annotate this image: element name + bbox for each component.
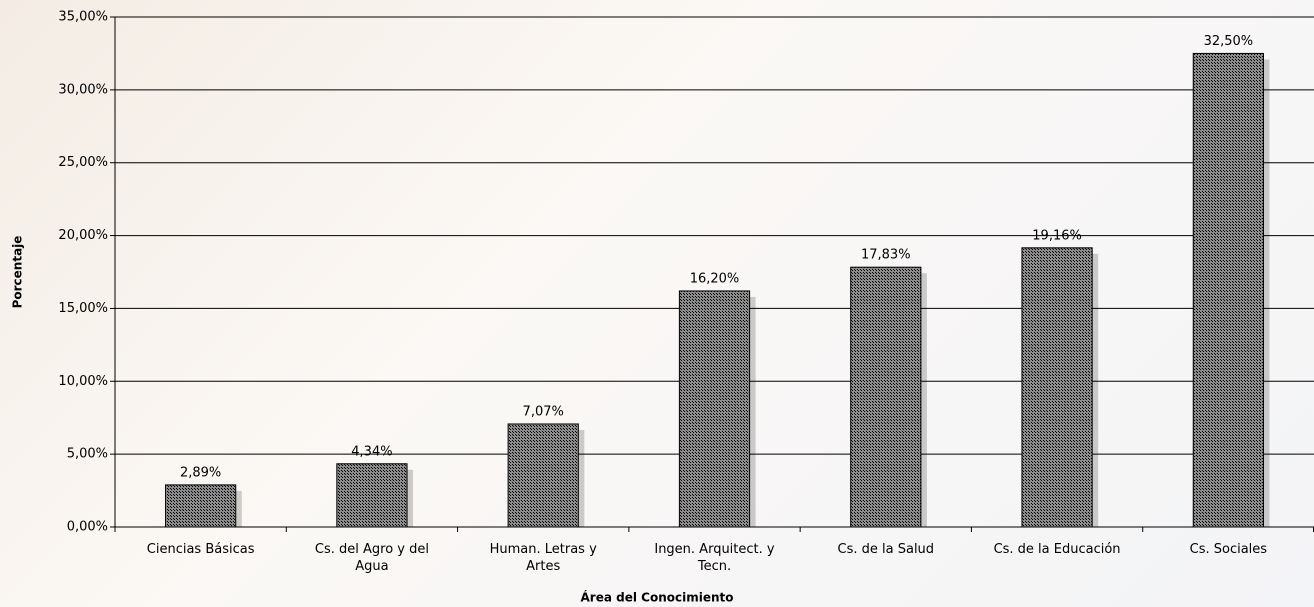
bar [679,291,749,527]
y-tick-label: 20,00% [58,228,108,243]
y-tick-label: 10,00% [58,374,108,389]
y-axis-title: Porcentaje [11,236,25,309]
bar [1022,248,1092,527]
data-label: 16,20% [690,271,740,286]
bar [166,485,236,527]
bar [851,267,921,527]
data-label: 19,16% [1032,228,1082,243]
bar [508,424,578,527]
y-tick-label: 15,00% [58,301,108,316]
data-label: 17,83% [861,248,911,263]
x-tick-label: Ciencias Básicas [133,541,268,558]
bar [1193,53,1263,527]
data-label: 32,50% [1204,34,1254,49]
data-label: 4,34% [351,444,392,459]
x-tick-label: Cs. de la Salud [818,541,953,558]
chart: Porcentaje Área del Conocimiento 0,00% 5,… [0,0,1314,607]
x-tick-label: Cs. de la Educación [989,541,1124,558]
bar [337,464,407,527]
y-tick-label: 30,00% [58,82,108,97]
y-tick-label: 5,00% [67,447,108,462]
data-label: 7,07% [523,404,564,419]
y-tick-label: 25,00% [58,155,108,170]
x-tick-label: Ingen. Arquitect. y Tecn. [647,541,782,575]
y-tick-label: 0,00% [67,520,108,535]
x-tick-label: Cs. Sociales [1161,541,1296,558]
x-tick-label: Human. Letras y Artes [476,541,611,575]
data-label: 2,89% [180,465,221,480]
x-axis-title: Área del Conocimiento [581,590,734,605]
x-tick-label: Cs. del Agro y del Agua [304,541,439,575]
y-tick-label: 35,00% [58,10,108,25]
page: Porcentaje Área del Conocimiento 0,00% 5,… [0,0,1314,607]
